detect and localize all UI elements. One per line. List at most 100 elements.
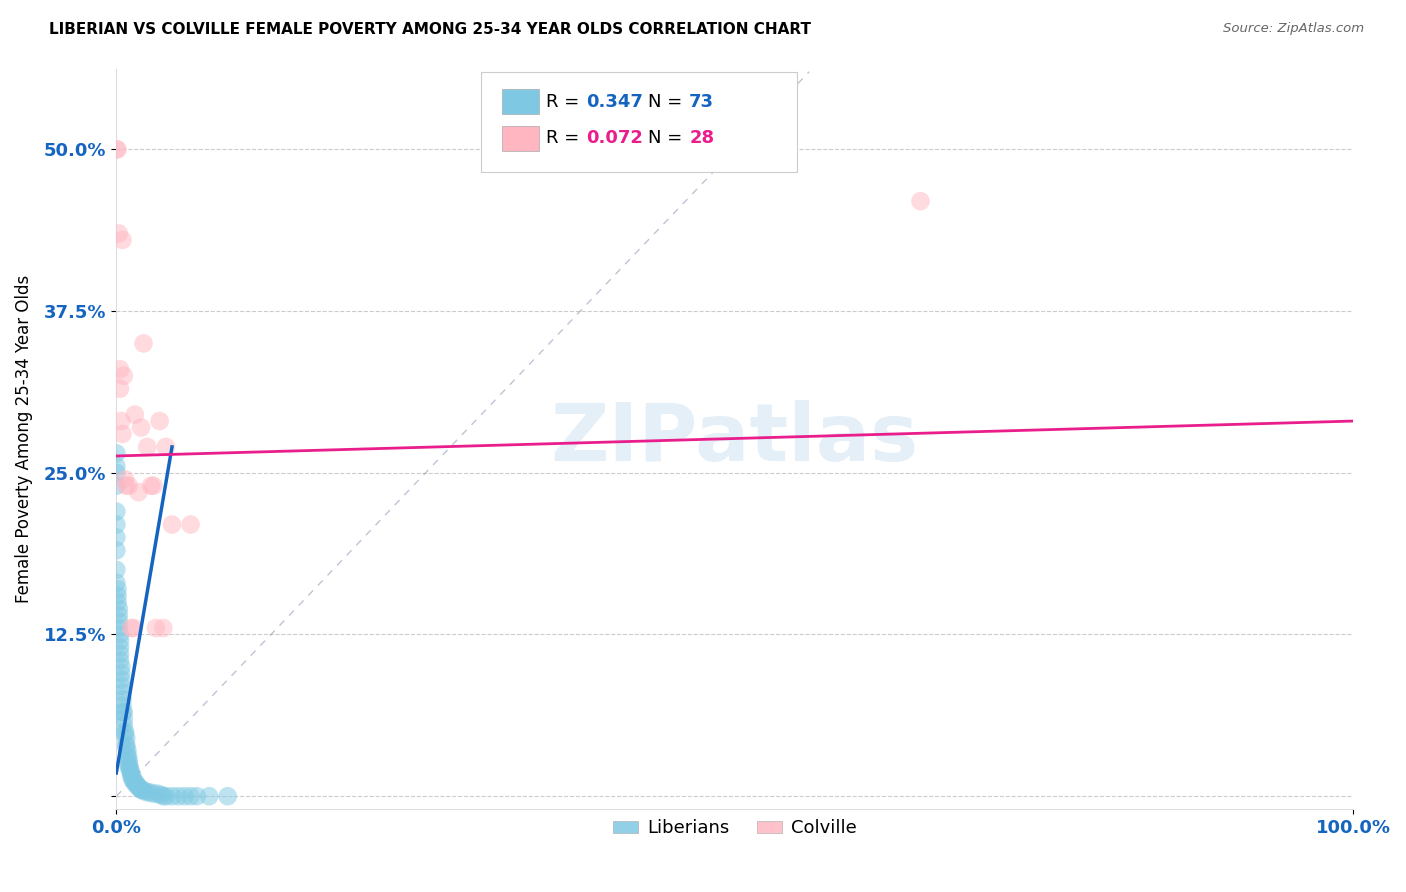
Point: [110, 679, 132, 693]
Point: [108, 382, 131, 396]
Point: [105, 543, 128, 558]
Point: [108, 653, 131, 667]
Point: [124, 776, 146, 790]
Point: [139, 479, 162, 493]
Point: [105, 459, 128, 474]
Text: R =: R =: [546, 129, 585, 147]
Point: [105, 517, 128, 532]
Point: [138, 785, 160, 799]
Text: N =: N =: [648, 93, 689, 111]
Point: [122, 773, 145, 788]
Point: [128, 781, 150, 796]
FancyBboxPatch shape: [502, 126, 540, 151]
Point: [142, 479, 165, 493]
Point: [910, 194, 932, 208]
Point: [111, 427, 134, 442]
Point: [155, 789, 177, 804]
Point: [115, 739, 138, 754]
Point: [152, 789, 174, 804]
Point: [112, 705, 135, 719]
Point: [110, 673, 132, 687]
Text: ZIPatlas: ZIPatlas: [551, 400, 920, 478]
Point: [136, 785, 159, 799]
Point: [142, 787, 165, 801]
Point: [111, 705, 134, 719]
Point: [110, 660, 132, 674]
Point: [112, 712, 135, 726]
Point: [120, 765, 142, 780]
Point: [105, 531, 128, 545]
Legend: Liberians, Colville: Liberians, Colville: [606, 812, 863, 845]
Point: [110, 414, 132, 428]
Point: [107, 582, 129, 597]
Point: [145, 621, 167, 635]
Point: [155, 440, 177, 454]
FancyBboxPatch shape: [502, 89, 540, 114]
Point: [111, 692, 134, 706]
Point: [118, 761, 141, 775]
Point: [108, 647, 131, 661]
Point: [111, 698, 134, 713]
Text: 0.072: 0.072: [586, 129, 644, 147]
Text: R =: R =: [546, 93, 585, 111]
Point: [136, 440, 159, 454]
Point: [105, 575, 128, 590]
Point: [105, 479, 128, 493]
Point: [105, 142, 128, 156]
Point: [122, 621, 145, 635]
Point: [108, 608, 131, 623]
Point: [127, 779, 149, 793]
Text: N =: N =: [648, 129, 689, 147]
Point: [107, 595, 129, 609]
Point: [108, 615, 131, 629]
Text: 0.347: 0.347: [586, 93, 644, 111]
Point: [124, 408, 146, 422]
Point: [160, 517, 183, 532]
Point: [160, 789, 183, 804]
Point: [132, 784, 155, 798]
Point: [121, 770, 143, 784]
Text: LIBERIAN VS COLVILLE FEMALE POVERTY AMONG 25-34 YEAR OLDS CORRELATION CHART: LIBERIAN VS COLVILLE FEMALE POVERTY AMON…: [49, 22, 811, 37]
Text: 28: 28: [689, 129, 714, 147]
Point: [128, 485, 150, 500]
Point: [128, 780, 150, 794]
Point: [110, 666, 132, 681]
Point: [111, 686, 134, 700]
Point: [118, 759, 141, 773]
Point: [105, 446, 128, 460]
Point: [198, 789, 221, 804]
Point: [146, 787, 169, 801]
Point: [129, 420, 152, 434]
Point: [115, 479, 138, 493]
Point: [108, 640, 131, 655]
Point: [180, 789, 202, 804]
Point: [120, 621, 142, 635]
FancyBboxPatch shape: [481, 72, 797, 172]
Point: [118, 756, 141, 771]
Point: [115, 738, 138, 752]
Point: [125, 776, 148, 790]
Point: [108, 362, 131, 376]
Point: [117, 750, 139, 764]
Point: [131, 782, 153, 797]
Point: [217, 789, 239, 804]
Point: [115, 731, 138, 745]
Point: [149, 788, 172, 802]
Point: [167, 789, 190, 804]
Point: [180, 517, 202, 532]
Point: [108, 621, 131, 635]
Point: [120, 768, 142, 782]
Point: [112, 368, 135, 383]
Point: [108, 627, 131, 641]
Text: 73: 73: [689, 93, 714, 111]
Point: [108, 601, 131, 615]
Point: [108, 227, 131, 241]
Point: [114, 727, 136, 741]
Point: [107, 142, 129, 156]
Point: [107, 589, 129, 603]
Point: [129, 782, 152, 797]
Point: [114, 472, 136, 486]
Point: [121, 772, 143, 787]
Point: [117, 747, 139, 762]
Point: [118, 764, 141, 778]
